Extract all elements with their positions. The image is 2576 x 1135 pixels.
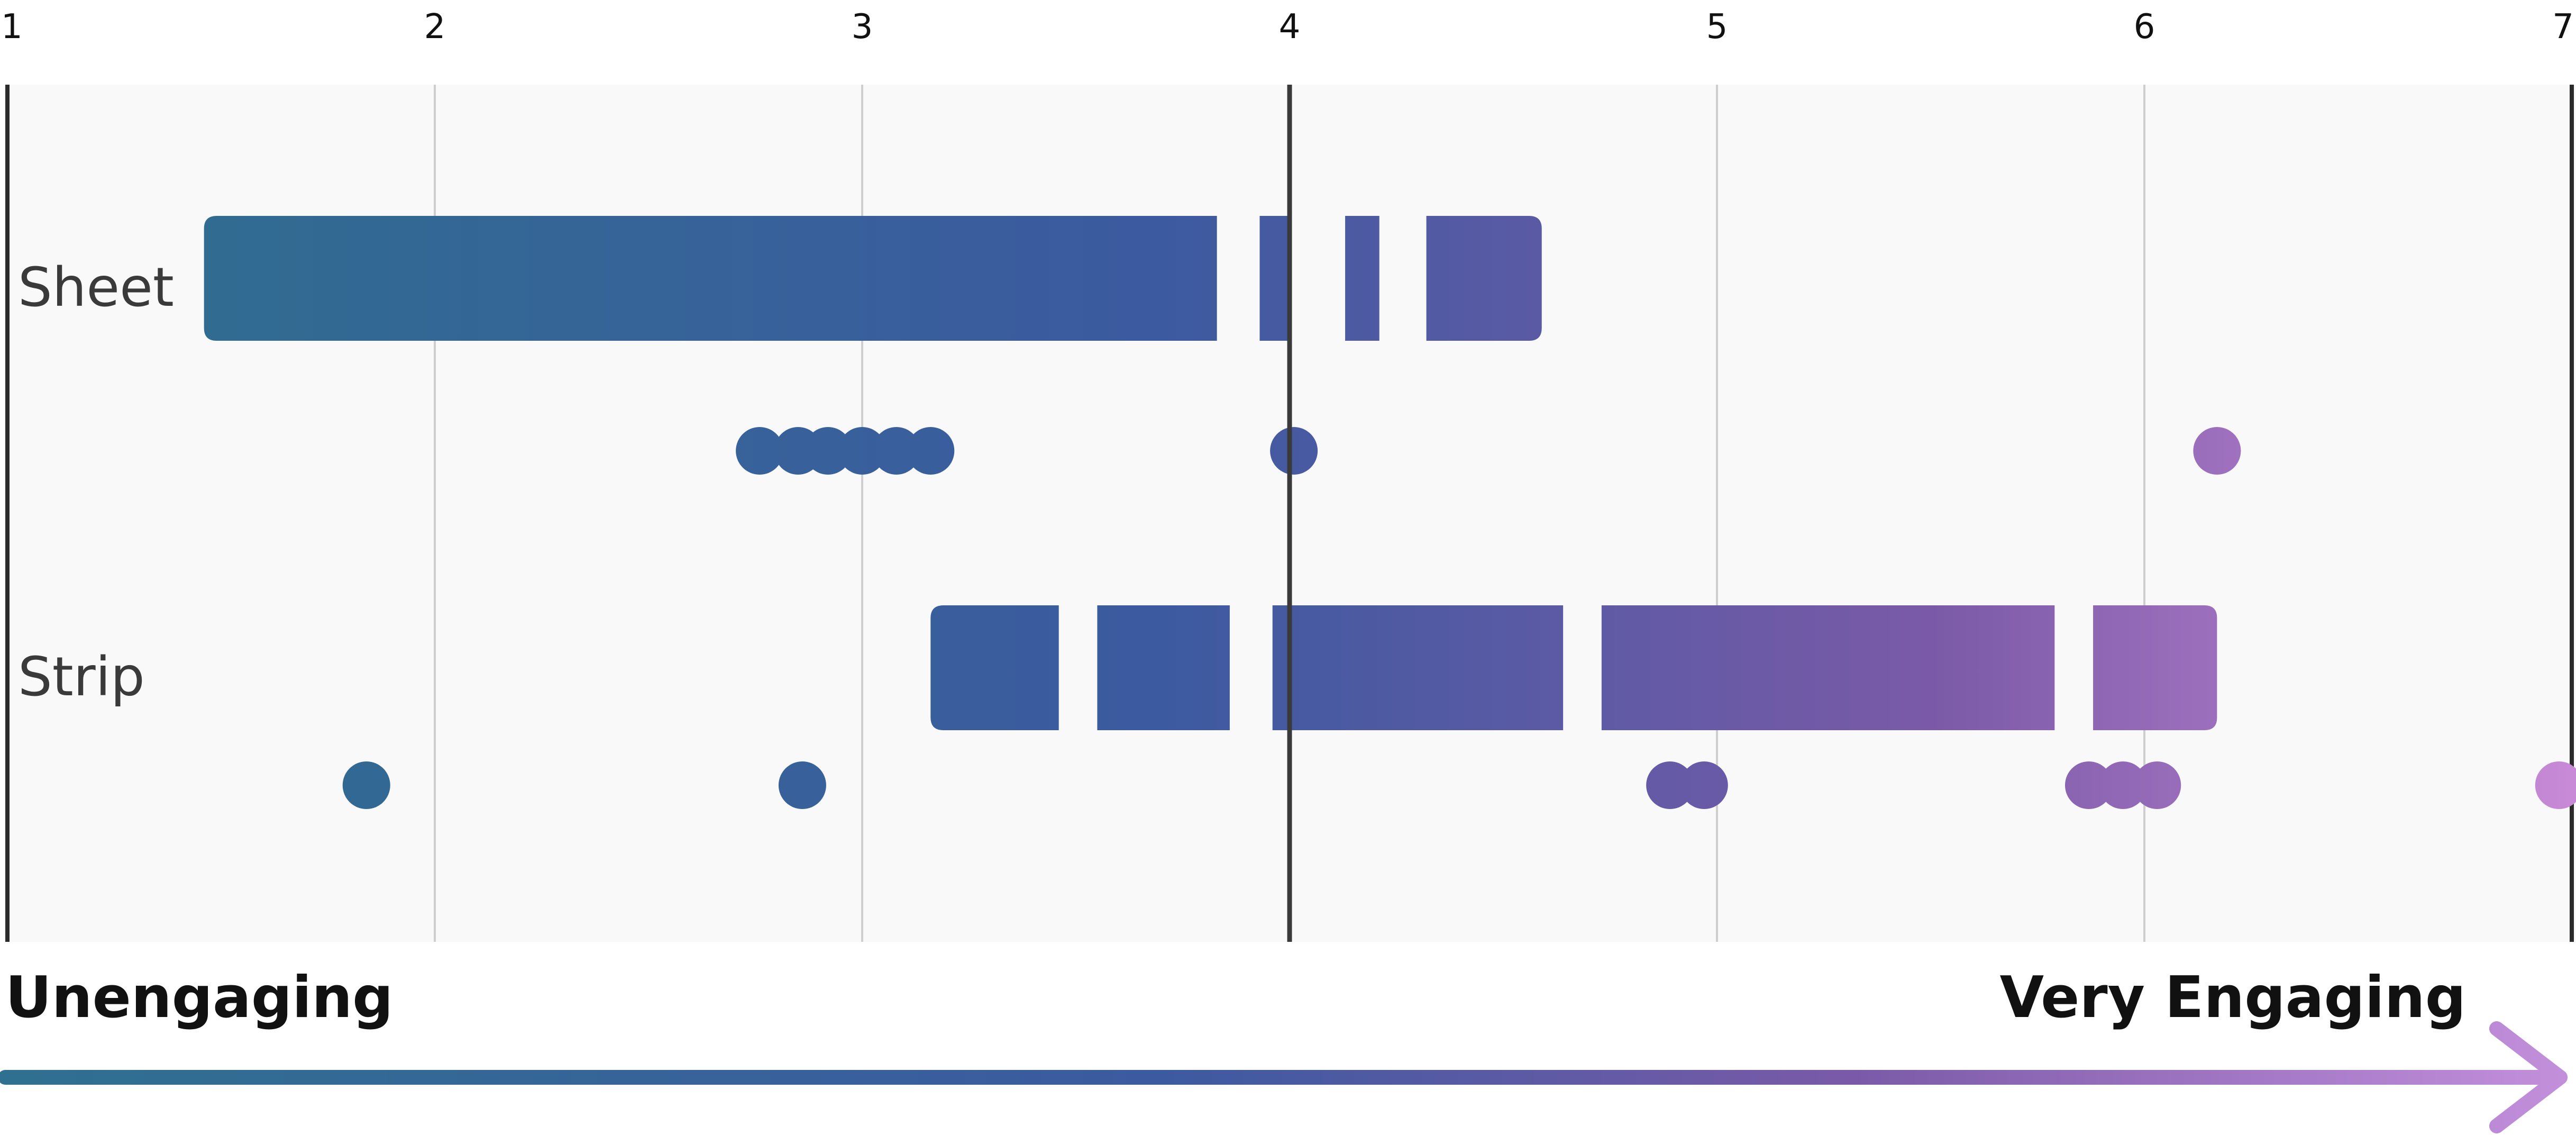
segment-strip-2 (1272, 605, 1564, 730)
x-tick-label-6: 6 (2134, 7, 2155, 47)
segment-strip-3 (1601, 605, 2055, 730)
point-sheet-6 (1270, 427, 1318, 475)
point-sheet-5 (907, 427, 955, 475)
row-strip: Strip (18, 605, 2576, 809)
point-strip-7 (2535, 761, 2576, 809)
scale-arrow (0, 1021, 2568, 1133)
segment-sheet-1 (1259, 216, 1290, 341)
sheet-segments (204, 216, 1542, 341)
x-tick-label-2: 2 (424, 7, 446, 47)
point-sheet-7 (2193, 427, 2241, 475)
x-tick-label-4: 4 (1279, 7, 1301, 47)
point-sheet-4 (872, 427, 920, 475)
segment-sheet-3 (1426, 216, 1542, 341)
row-sheet: Sheet (18, 216, 2241, 475)
x-tick-label-5: 5 (1706, 7, 1728, 47)
point-sheet-2 (804, 427, 852, 475)
point-strip-1 (778, 761, 826, 809)
point-strip-6 (2133, 761, 2181, 809)
point-strip-2 (1646, 761, 1694, 809)
row-label-strip: Strip (18, 646, 145, 709)
point-sheet-0 (736, 427, 784, 475)
scale-arrow-head (2489, 1021, 2568, 1133)
segment-sheet-2 (1345, 216, 1380, 341)
sheet-points (736, 427, 2241, 475)
point-strip-4 (2065, 761, 2113, 809)
segment-sheet-0 (204, 216, 1217, 341)
segment-strip-1 (1097, 605, 1230, 730)
segment-strip-4 (2093, 605, 2217, 730)
scale-label-high: Very Engaging (1999, 965, 2466, 1031)
row-label-sheet: Sheet (18, 256, 174, 319)
x-tick-label-3: 3 (852, 7, 873, 47)
x-tick-label-1: 1 (1, 7, 23, 47)
point-sheet-3 (838, 427, 886, 475)
scale-label-low: Unengaging (5, 965, 393, 1031)
strip-points (342, 761, 2576, 809)
point-strip-5 (2099, 761, 2147, 809)
segment-strip-0 (930, 605, 1059, 730)
strip-segments (930, 605, 2217, 730)
x-tick-label-7: 7 (2552, 7, 2574, 47)
point-strip-3 (1680, 761, 1728, 809)
x-tick-labels: 1 2 3 4 5 6 7 (1, 7, 2574, 47)
point-strip-0 (342, 761, 390, 809)
